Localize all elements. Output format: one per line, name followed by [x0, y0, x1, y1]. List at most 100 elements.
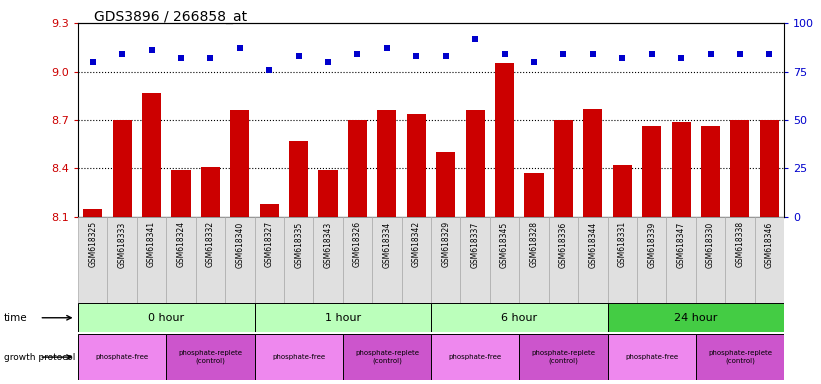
Point — [616, 55, 629, 61]
Bar — [695, 334, 784, 380]
Bar — [284, 217, 314, 303]
Point — [263, 66, 276, 73]
Text: phosphate-free: phosphate-free — [95, 354, 149, 360]
Bar — [78, 334, 166, 380]
Bar — [259, 204, 279, 217]
Bar — [225, 217, 255, 303]
Text: time: time — [4, 313, 28, 323]
Bar — [731, 120, 750, 217]
Text: GSM618336: GSM618336 — [559, 221, 568, 268]
Bar — [78, 217, 108, 303]
Text: GSM618328: GSM618328 — [530, 221, 539, 267]
Point — [498, 51, 511, 57]
Bar — [195, 217, 225, 303]
Bar — [519, 217, 548, 303]
Text: GSM618335: GSM618335 — [294, 221, 303, 268]
Point — [116, 51, 129, 57]
Bar — [461, 217, 490, 303]
Point — [645, 51, 658, 57]
Text: 0 hour: 0 hour — [148, 313, 185, 323]
Bar — [112, 120, 131, 217]
Bar — [431, 334, 519, 380]
Point — [557, 51, 570, 57]
Bar — [612, 165, 632, 217]
Bar — [519, 334, 608, 380]
Text: phosphate-free: phosphate-free — [625, 354, 678, 360]
Point — [145, 47, 158, 53]
Point — [204, 55, 217, 61]
Text: GSM618326: GSM618326 — [353, 221, 362, 267]
Point — [469, 35, 482, 41]
Point — [586, 51, 599, 57]
Bar — [608, 217, 637, 303]
Bar — [554, 120, 573, 217]
Text: 1 hour: 1 hour — [324, 313, 361, 323]
Bar — [608, 303, 784, 332]
Bar — [108, 217, 137, 303]
Bar — [466, 110, 484, 217]
Text: growth protocol: growth protocol — [4, 353, 76, 362]
Bar — [701, 126, 720, 217]
Point — [233, 45, 246, 51]
Text: GSM618332: GSM618332 — [206, 221, 215, 267]
Point — [763, 51, 776, 57]
Point — [292, 53, 305, 59]
Bar — [255, 334, 343, 380]
Text: GSM618329: GSM618329 — [441, 221, 450, 267]
Point — [380, 45, 393, 51]
Bar — [431, 303, 608, 332]
Bar — [348, 120, 367, 217]
Text: 24 hour: 24 hour — [674, 313, 718, 323]
Text: GSM618333: GSM618333 — [117, 221, 126, 268]
Bar — [230, 110, 250, 217]
Text: GSM618330: GSM618330 — [706, 221, 715, 268]
Text: GSM618324: GSM618324 — [177, 221, 186, 267]
Text: GSM618339: GSM618339 — [647, 221, 656, 268]
Bar — [436, 152, 456, 217]
Bar — [255, 303, 431, 332]
Bar — [583, 109, 603, 217]
Text: GSM618345: GSM618345 — [500, 221, 509, 268]
Text: GSM618337: GSM618337 — [470, 221, 479, 268]
Text: phosphate-free: phosphate-free — [448, 354, 502, 360]
Bar — [578, 217, 608, 303]
Bar — [431, 217, 461, 303]
Text: GSM618338: GSM618338 — [736, 221, 745, 267]
Point — [410, 53, 423, 59]
Bar — [78, 303, 255, 332]
Text: GSM618347: GSM618347 — [677, 221, 686, 268]
Text: GSM618343: GSM618343 — [323, 221, 333, 268]
Bar — [490, 217, 519, 303]
Text: phosphate-replete
(control): phosphate-replete (control) — [708, 350, 772, 364]
Text: phosphate-free: phosphate-free — [272, 354, 325, 360]
Bar — [667, 217, 695, 303]
Bar — [255, 217, 284, 303]
Point — [174, 55, 187, 61]
Bar — [672, 122, 690, 217]
Bar — [343, 334, 431, 380]
Text: phosphate-replete
(control): phosphate-replete (control) — [178, 350, 242, 364]
Bar — [759, 120, 779, 217]
Bar — [725, 217, 754, 303]
Bar — [343, 217, 372, 303]
Point — [322, 59, 335, 65]
Bar — [314, 217, 343, 303]
Bar — [201, 167, 220, 217]
Bar — [637, 217, 667, 303]
Bar — [142, 93, 161, 217]
Bar — [319, 170, 337, 217]
Bar — [378, 110, 397, 217]
Text: 6 hour: 6 hour — [501, 313, 538, 323]
Point — [86, 59, 99, 65]
Text: GSM618341: GSM618341 — [147, 221, 156, 267]
Bar — [642, 126, 661, 217]
Point — [439, 53, 452, 59]
Point — [527, 59, 540, 65]
Bar — [372, 217, 401, 303]
Point — [704, 51, 717, 57]
Text: GSM618346: GSM618346 — [765, 221, 774, 268]
Bar — [525, 173, 544, 217]
Text: GSM618327: GSM618327 — [264, 221, 273, 267]
Point — [351, 51, 364, 57]
Text: phosphate-replete
(control): phosphate-replete (control) — [355, 350, 419, 364]
